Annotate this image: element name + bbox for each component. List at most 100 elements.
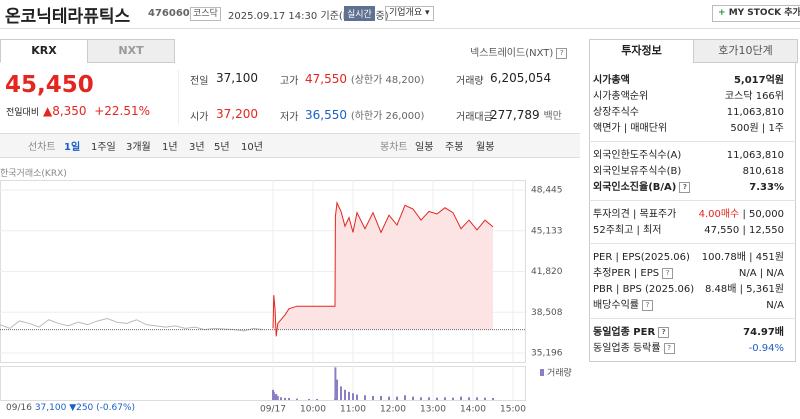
x-tick-label: 15:00 bbox=[500, 405, 526, 415]
volume-bar bbox=[380, 395, 382, 400]
help-icon: ? bbox=[642, 299, 653, 311]
info-tab[interactable]: 호가10단계 bbox=[693, 39, 798, 63]
prev-change: ▼250 (-0.67%) bbox=[69, 403, 136, 413]
change-value: ▲8,350 bbox=[42, 104, 87, 118]
separator bbox=[589, 141, 796, 142]
info-label: 투자의견 | 목표주가 bbox=[593, 209, 677, 220]
chart-source: 한국거래소(KRX) bbox=[0, 169, 67, 179]
volume-bar bbox=[396, 396, 398, 400]
info-number: 코스닥 166위 bbox=[724, 91, 784, 102]
stat-label: 거래량 bbox=[456, 76, 484, 87]
market-badge: 코스닥 bbox=[190, 7, 221, 21]
divider bbox=[178, 70, 179, 125]
info-label: 외국인소진율(B/A) bbox=[593, 182, 677, 193]
volume-bar bbox=[296, 398, 298, 400]
info-row: PBR | BPS (2025.06) 8.48배 | 5,361원 bbox=[593, 282, 784, 298]
help-icon: ? bbox=[662, 267, 674, 279]
y-tick-label: 41,820 bbox=[531, 267, 563, 277]
info-value: 4.00매수 | 50,000 bbox=[698, 209, 784, 220]
info-value: 100.78배 | 451원 bbox=[701, 252, 784, 263]
period-tab[interactable]: 10년 bbox=[241, 142, 263, 153]
info-row: PER | EPS(2025.06) 100.78배 | 451원 bbox=[593, 250, 784, 266]
market-tab[interactable]: NXT bbox=[87, 39, 175, 63]
info-label: 외국인한도주식수(A) bbox=[593, 150, 682, 161]
stat-label: 전일 bbox=[190, 76, 209, 87]
stat-number: 37,200 bbox=[216, 107, 258, 121]
stat-value: 6,205,054 bbox=[490, 71, 551, 85]
candle-tab[interactable]: 월봉 bbox=[476, 142, 495, 153]
info-label: 추정PER | EPS bbox=[593, 268, 660, 279]
info-row: 외국인한도주식수(A) 11,063,810 bbox=[593, 148, 784, 164]
volume-bar bbox=[334, 367, 337, 400]
volume-bar bbox=[436, 397, 438, 400]
info-row: 시가총액 5,017억원 bbox=[593, 73, 784, 89]
period-tab[interactable]: 1일 bbox=[64, 142, 81, 153]
volume-bar bbox=[444, 397, 446, 400]
stat-number: 6,205,054 bbox=[490, 71, 552, 85]
period-tab[interactable]: 5년 bbox=[214, 142, 230, 153]
time: 2025.09.17 14:30 bbox=[228, 11, 318, 22]
info-label: 시가총액 bbox=[593, 75, 630, 86]
market-tab[interactable]: KRX bbox=[0, 39, 88, 63]
info-row: 외국인보유주식수(B) 810,618 bbox=[593, 164, 784, 180]
change-num: 8,350 bbox=[52, 104, 87, 118]
info-value: 7.33% bbox=[749, 180, 784, 196]
volume-bar bbox=[428, 397, 430, 400]
info-number: 12,550 bbox=[749, 225, 784, 236]
info-value: -0.94% bbox=[749, 341, 784, 357]
info-number: 8.48배 bbox=[704, 284, 737, 295]
stat-label: 고가 bbox=[280, 76, 299, 87]
volume-bar bbox=[280, 397, 282, 400]
info-label: PER | EPS(2025.06) bbox=[593, 252, 690, 263]
info-row: 상장주식수 11,063,810 bbox=[593, 105, 784, 121]
info-number: 47,550 bbox=[704, 225, 740, 236]
volume-bar bbox=[468, 397, 470, 400]
info-number: 11,063,810 bbox=[726, 150, 784, 161]
info-tab[interactable]: 투자정보 bbox=[589, 39, 694, 63]
candle-tab: 봉차트 bbox=[380, 142, 408, 153]
stat-number: 37,100 bbox=[216, 71, 258, 85]
info-label: 외국인보유주식수(B) bbox=[593, 166, 682, 177]
chart: 48,445 45,133 41,820 38,508 35,196 09/17 10:00… bbox=[0, 180, 572, 415]
info-label: 시가총액순위 bbox=[593, 91, 649, 102]
y-tick-label: 35,196 bbox=[531, 349, 563, 359]
price-change: 전일대비 ▲8,350 +22.51% bbox=[6, 104, 150, 118]
info-number: 1주 bbox=[768, 123, 784, 134]
x-tick-label: 09/17 bbox=[260, 405, 286, 415]
volume-bar bbox=[274, 394, 276, 400]
info-label: 액면가 | 매매단위 bbox=[593, 123, 668, 134]
x-tick-label: 13:00 bbox=[420, 405, 446, 415]
period-tab[interactable]: 3년 bbox=[189, 142, 205, 153]
stat-number: 47,550 bbox=[305, 72, 347, 86]
info-row: 동일업종 등락률? -0.94% bbox=[593, 341, 784, 357]
help-icon: ? bbox=[679, 181, 691, 193]
candle-tab[interactable]: 일봉 bbox=[415, 142, 434, 153]
candle-tab[interactable]: 주봉 bbox=[445, 142, 464, 153]
period-tab[interactable]: 3개월 bbox=[126, 142, 151, 153]
info-value: 코스닥 166위 bbox=[725, 89, 784, 105]
volume-bar bbox=[404, 395, 406, 400]
volume-bar bbox=[272, 391, 275, 400]
volume-bar bbox=[288, 397, 290, 400]
info-value: N/A bbox=[766, 298, 784, 314]
info-label: 동일업종 등락률 bbox=[593, 343, 661, 354]
volume-bar bbox=[340, 386, 342, 400]
volume-bar bbox=[344, 389, 346, 400]
info-number: 74.97배 bbox=[743, 327, 784, 338]
prev-day: 09/16 37,100 ▼250 (-0.67%) bbox=[6, 403, 135, 413]
stock-title: 온코닉테라퓨틱스 bbox=[5, 7, 131, 27]
period-tab[interactable]: 1년 bbox=[162, 142, 178, 153]
info-row: 시가총액순위 코스닥 166위 bbox=[593, 89, 784, 105]
nxt-link[interactable]: 넥스트레이드(NXT)? bbox=[470, 44, 568, 59]
period-tab[interactable]: 1주일 bbox=[91, 142, 116, 153]
x-tick-label: 12:00 bbox=[380, 405, 406, 415]
change-rate: +22.51% bbox=[94, 104, 150, 118]
stat-label: 시가 bbox=[190, 112, 209, 123]
info-label: 동일업종 PER bbox=[593, 327, 656, 338]
stat-value: 47,550 (상한가 48,200) bbox=[305, 71, 424, 86]
mystock-button[interactable]: + MY STOCK 추가 bbox=[712, 5, 800, 22]
company-button[interactable]: 기업개요 ▾ bbox=[385, 6, 434, 21]
info-number: 50,000 bbox=[749, 209, 784, 220]
stock-code: 476060 bbox=[148, 8, 190, 19]
